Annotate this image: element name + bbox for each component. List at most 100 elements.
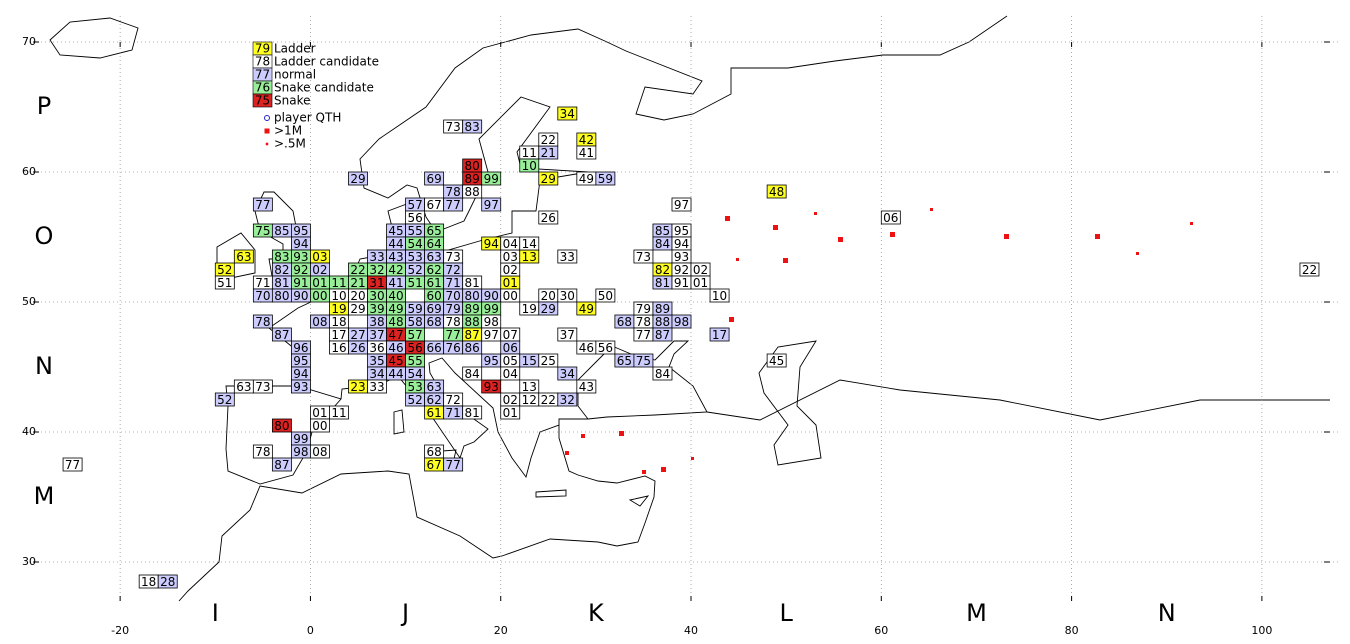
square-label: 87 [274,458,289,472]
square-label: 22 [350,263,365,277]
square-label: 91 [674,276,689,290]
square-label: 63 [426,250,441,264]
square-label: 46 [388,341,403,355]
square-label: 62 [426,263,441,277]
square-label: 11 [331,406,346,420]
square-label: 52 [407,263,422,277]
station-dot [930,208,933,211]
square-label: 16 [331,341,346,355]
square-label: 11 [331,276,346,290]
square-label: 23 [350,380,365,394]
square-label: 20 [541,289,556,303]
station-dot [890,232,895,237]
grid-square [557,249,578,264]
square-label: 43 [579,380,594,394]
square-label: 29 [350,172,365,186]
square-label: 95 [293,354,308,368]
square-label: 32 [369,263,384,277]
square-label: 48 [769,185,784,199]
square-label: 84 [465,367,480,381]
square-label: 87 [274,328,289,342]
square-label: 53 [407,380,422,394]
square-label: 97 [674,198,689,212]
x-tick-label: 100 [1251,624,1272,637]
square-label: 57 [407,328,422,342]
station-dot [1004,234,1009,239]
station-dot [736,258,739,261]
square-label: 56 [598,341,613,355]
legend-label: Snake [274,94,310,108]
square-label: 02 [503,393,518,407]
square-label: 83 [465,120,480,134]
grid-square [576,379,597,394]
square-label: 77 [636,328,651,342]
square-label: 99 [484,172,499,186]
square-label: 98 [484,315,499,329]
square-label: 78 [255,445,270,459]
legend-sample: 77 [255,68,270,82]
grid-square [424,171,445,186]
grid-square [538,210,559,225]
grid-square [557,106,578,121]
grid-square [500,366,521,381]
station-dots [565,208,1193,474]
legend-label: >.5M [274,137,306,151]
square-label: 66 [426,341,441,355]
grid-square [462,340,483,355]
grid-square [557,327,578,342]
station-dot [1190,222,1193,225]
square-label: 47 [388,328,403,342]
legend-marker [264,128,270,134]
square-label: 73 [446,250,461,264]
grid-square [557,288,578,303]
x-tick-label: 80 [1065,624,1079,637]
y-tick-label: 70 [22,35,36,48]
square-label: 94 [293,237,308,251]
square-label: 80 [274,289,289,303]
square-label: 93 [484,380,499,394]
square-label: 45 [769,354,784,368]
square-label: 13 [522,380,537,394]
square-label: 76 [446,341,461,355]
station-dot [619,431,624,436]
square-label: 53 [407,250,422,264]
grid-square [671,197,692,212]
square-label: 19 [522,302,537,316]
legend-sample: 78 [255,55,270,69]
square-label: 45 [388,354,403,368]
square-label: 89 [655,302,670,316]
square-label: 77 [255,198,270,212]
square-label: 33 [369,380,384,394]
square-label: 70 [255,289,270,303]
grid-square [367,379,387,394]
square-label: 04 [503,367,518,381]
legend-sample: 79 [255,42,270,56]
africa-turkey [178,425,656,602]
square-label: 77 [65,458,80,472]
grid-square [709,288,730,303]
square-label: 10 [712,289,727,303]
crete [535,489,567,498]
square-label: 72 [446,263,461,277]
square-label: 81 [274,276,289,290]
grid-square [557,392,578,407]
square-label: 21 [541,146,556,160]
square-label: 67 [426,458,441,472]
field-row-label: N [35,352,53,380]
grid-square [576,301,597,316]
square-label: 68 [617,315,632,329]
legend-sample: 76 [255,81,270,95]
square-label: 97 [484,328,499,342]
square-label: 96 [293,341,308,355]
square-label: 17 [331,328,346,342]
square-label: 75 [255,224,270,238]
square-label: 49 [579,302,594,316]
square-label: 03 [503,250,518,264]
square-label: 95 [674,224,689,238]
square-label: 87 [655,328,670,342]
grid-square [709,327,730,342]
field-column-label: J [400,599,409,627]
station-dot [661,467,666,472]
field-row-label: P [37,92,51,120]
